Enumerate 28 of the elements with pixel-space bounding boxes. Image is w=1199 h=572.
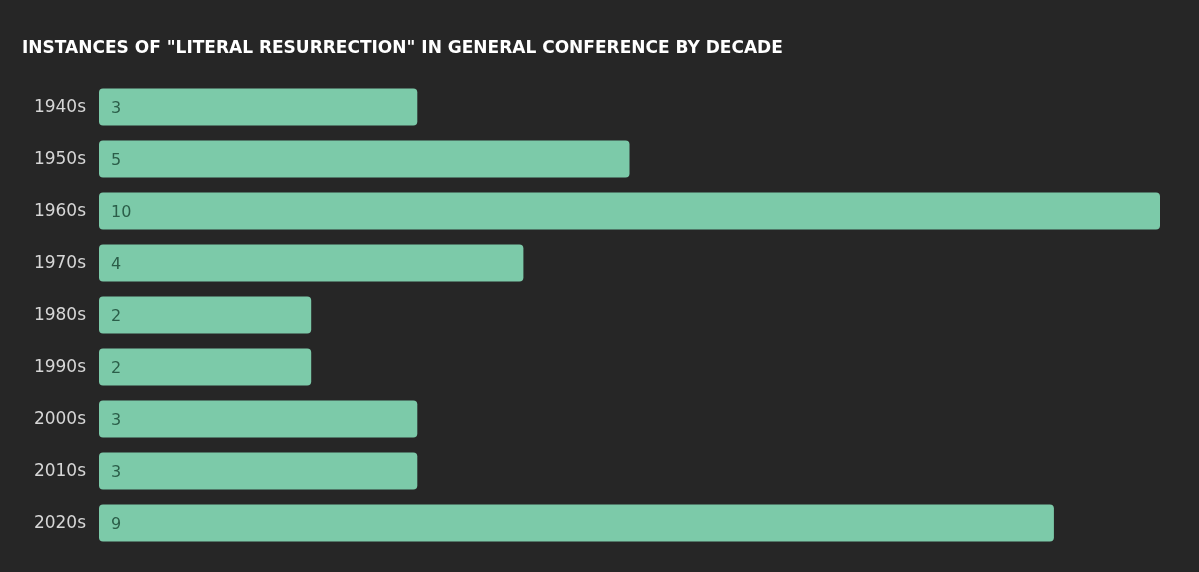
bar (99, 88, 418, 126)
y-tick-label: 1940s (33, 96, 87, 117)
data-label: 3 (111, 97, 122, 117)
data-label: 3 (111, 409, 122, 429)
bar (99, 348, 312, 386)
y-tick-label: 1960s (33, 200, 87, 221)
y-tick-label: 2000s (33, 408, 87, 429)
y-tick-label: 1950s (33, 148, 87, 169)
data-label: 10 (111, 201, 132, 221)
bar (99, 140, 630, 178)
bar (99, 504, 1054, 542)
y-tick-label: 1980s (33, 304, 87, 325)
bar (99, 452, 418, 490)
bar (99, 192, 1160, 230)
bar (99, 296, 312, 334)
data-label: 4 (111, 253, 122, 273)
data-label: 3 (111, 461, 122, 481)
y-tick-label: 1990s (33, 356, 87, 377)
bar (99, 400, 418, 438)
data-label: 2 (111, 357, 122, 377)
y-tick-label: 2010s (33, 460, 87, 481)
data-label: 2 (111, 305, 122, 325)
chart-title: INSTANCES OF "LITERAL RESURRECTION" IN GENERAL CONFERENCE BY DECADE (22, 37, 783, 57)
y-tick-label: 2020s (33, 512, 87, 533)
data-label: 5 (111, 149, 122, 169)
y-tick-label: 1970s (33, 252, 87, 273)
data-label: 9 (111, 513, 122, 533)
bar (99, 244, 524, 282)
